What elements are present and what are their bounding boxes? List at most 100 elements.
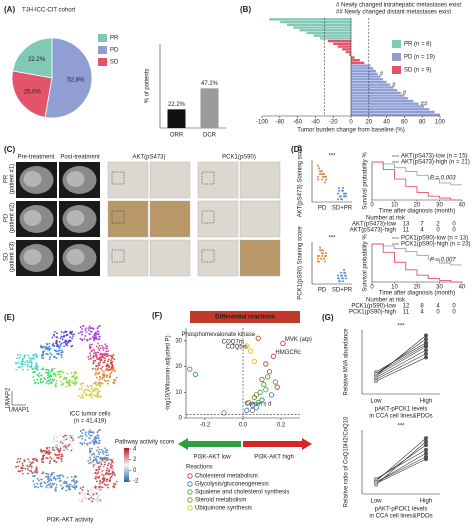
- umap-dot: [81, 328, 84, 330]
- risk-count: 13: [403, 222, 410, 228]
- activity-dot: [102, 450, 104, 453]
- umap-dot: [64, 339, 67, 342]
- bar: [200, 88, 219, 128]
- point-label: Phosphomevalonate kinase: [181, 332, 255, 338]
- umap-dot: [66, 342, 69, 344]
- umap-dot: [32, 354, 35, 357]
- activity-dot: [61, 474, 63, 477]
- umap-dot: [90, 330, 93, 333]
- activity-dot: [73, 437, 75, 440]
- activity-dot: [113, 482, 115, 485]
- activity-dot: [112, 471, 115, 474]
- umap-dot: [88, 352, 91, 355]
- activity-dot: [98, 439, 101, 442]
- strip-point: [325, 175, 327, 178]
- activity-dot: [98, 448, 101, 451]
- scatter-point: [249, 407, 256, 413]
- activity-dot: [52, 471, 55, 474]
- umap-dot: [64, 330, 67, 333]
- activity-dot: [111, 474, 114, 477]
- umap-dot: [87, 355, 90, 358]
- umap-dot: [33, 379, 35, 382]
- umap-dot: [65, 344, 68, 346]
- umap-dot: [71, 375, 73, 378]
- umap-dot: [92, 359, 95, 362]
- legend-label: Ubiquinone synthesis: [195, 506, 252, 512]
- activity-dot: [104, 461, 106, 464]
- activity-dot: [60, 460, 63, 463]
- umap-dot: [30, 366, 33, 369]
- umap-dot: [95, 336, 98, 339]
- umap-dot: [30, 362, 33, 364]
- activity-dot: [88, 433, 90, 436]
- panel-title: TJH-ICC-CIT cohort: [22, 8, 76, 14]
- umap-dot: [53, 355, 56, 358]
- umap-dot: [38, 375, 40, 378]
- umap-dot: [92, 348, 95, 351]
- umap-dot: [93, 339, 95, 342]
- umap-dot: [95, 394, 98, 397]
- scatter-point: [249, 402, 256, 408]
- umap-dot: [82, 324, 85, 327]
- ihc-image: [149, 239, 191, 277]
- activity-dot: [95, 480, 98, 483]
- umap-dot: [92, 389, 95, 392]
- pair-line: [375, 338, 427, 375]
- x-tick-label: ORR: [170, 133, 184, 139]
- umap-dot: [81, 331, 84, 333]
- activity-dot: [77, 499, 80, 501]
- activity-dot: [52, 446, 55, 449]
- umap-dot: [75, 376, 78, 378]
- activity-dot: [49, 456, 52, 459]
- x-tick-label: High: [420, 499, 432, 505]
- umap-dot: [59, 373, 61, 376]
- risk-row-name: PCK1(pS90)-low: [351, 304, 396, 310]
- activity-dot: [55, 484, 58, 486]
- strip-point: [341, 198, 343, 201]
- arrow-high: [243, 438, 312, 450]
- umap-dot: [79, 338, 82, 340]
- activity-dot: [92, 463, 95, 466]
- activity-dot: [101, 448, 103, 451]
- activity-dot: [43, 481, 46, 484]
- activity-dot: [99, 500, 102, 503]
- umap-dot: [102, 346, 104, 349]
- activity-dot: [96, 496, 99, 499]
- umap-dot: [82, 382, 85, 384]
- activity-dot: [97, 446, 99, 449]
- umap-dot: [68, 383, 71, 386]
- waterfall-bar: [269, 18, 351, 21]
- pair-line: [375, 449, 427, 480]
- activity-dot: [79, 487, 82, 490]
- strip-point: [338, 280, 340, 283]
- x-axis-title: in CCA cell lines&PDOs: [369, 514, 432, 520]
- umap-dot: [99, 376, 101, 378]
- activity-dot: [26, 472, 29, 475]
- umap-dot: [73, 380, 76, 382]
- activity-dot: [78, 492, 81, 495]
- umap-dot: [61, 383, 64, 386]
- y-tick-label: 20: [175, 364, 182, 370]
- activity-dot: [92, 452, 95, 455]
- scatter-point: [253, 405, 259, 411]
- significance: ***: [397, 424, 405, 430]
- strip-point: [337, 274, 339, 277]
- waterfall-bar: [337, 45, 351, 48]
- umap-dot: [72, 382, 75, 385]
- x-tick-label: 0.2: [277, 423, 286, 429]
- umap-dot: [59, 337, 62, 340]
- activity-dot: [92, 459, 95, 462]
- risk-count: 0: [452, 228, 456, 234]
- umap-dot: [50, 375, 53, 378]
- activity-dot: [42, 472, 45, 474]
- activity-dot: [100, 460, 103, 463]
- activity-dot: [71, 434, 74, 437]
- activity-dot: [89, 497, 92, 500]
- activity-dot: [93, 453, 96, 456]
- pair-line: [375, 357, 427, 382]
- umap-dot: [49, 352, 52, 355]
- activity-dot: [93, 438, 95, 441]
- x-tick-label: 30: [436, 203, 443, 209]
- activity-dot: [93, 456, 95, 459]
- umap-dot: [46, 353, 49, 356]
